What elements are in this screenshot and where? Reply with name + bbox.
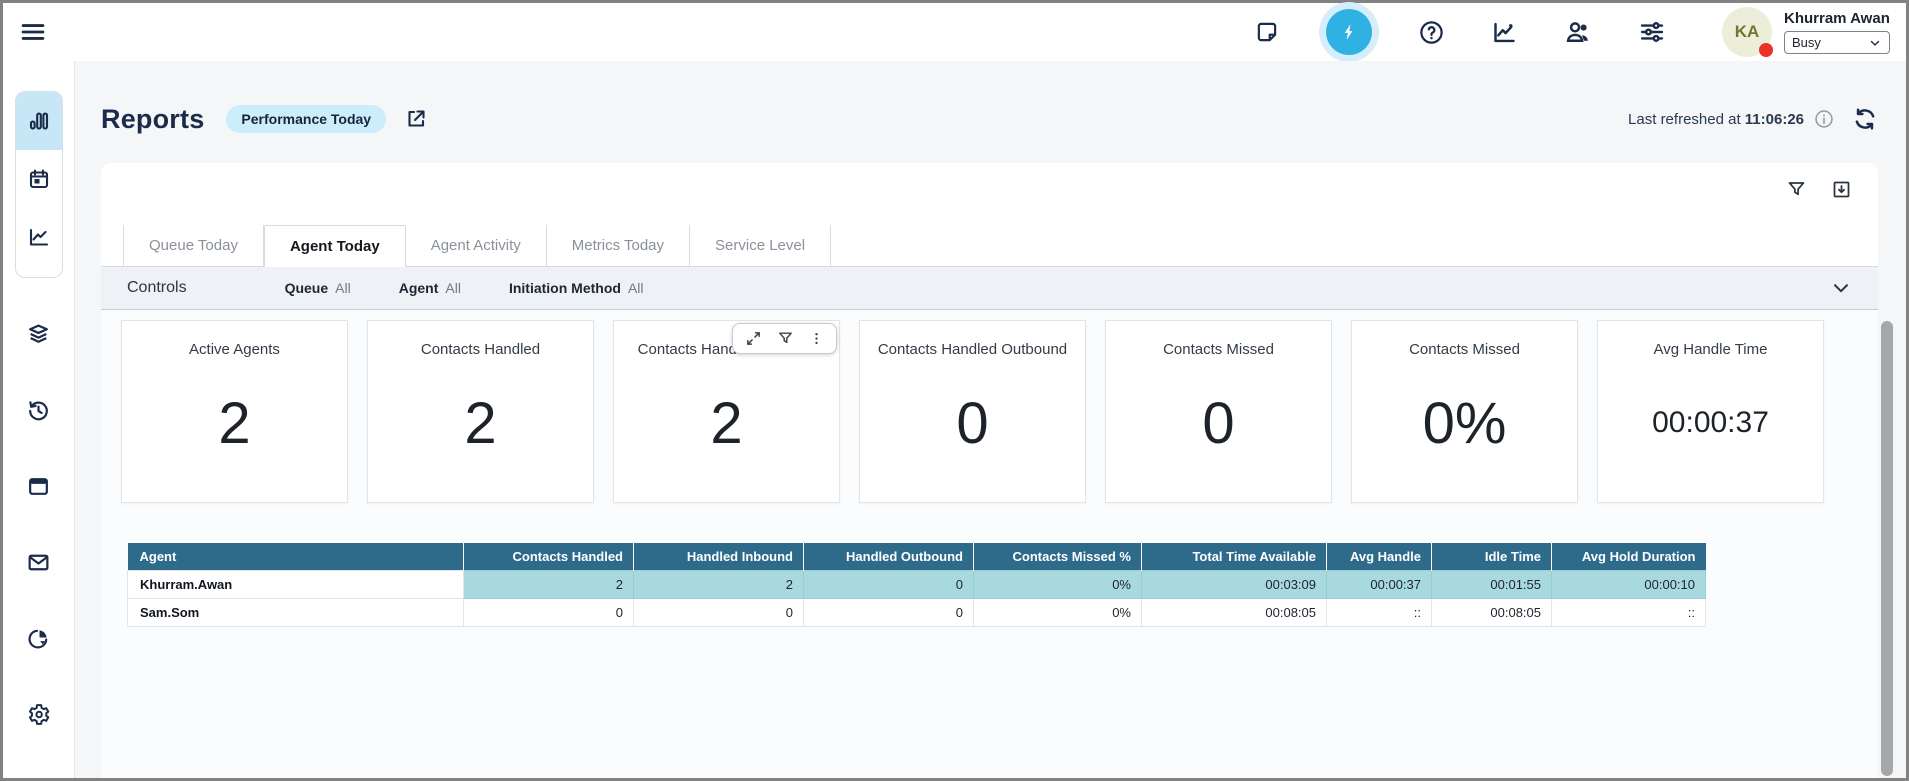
status-select-value: Busy — [1792, 35, 1821, 50]
sidebar-item-history[interactable] — [26, 398, 51, 422]
tab-agent-activity[interactable]: Agent Activity — [406, 225, 547, 266]
sidebar-item-settings[interactable] — [26, 702, 51, 726]
topbar: KA Khurram Awan Busy — [3, 3, 1906, 61]
col-handled-outbound[interactable]: Handled Outbound — [804, 543, 974, 571]
col-avg-hold-duration[interactable]: Avg Hold Duration — [1552, 543, 1706, 571]
kpi-card-contacts-handled[interactable]: Contacts Handled 2 — [367, 320, 594, 503]
vertical-scrollbar[interactable] — [1881, 321, 1893, 776]
main-content: Reports Performance Today Last refreshed… — [75, 61, 1906, 778]
status-dot — [1759, 43, 1773, 57]
table-row[interactable]: Sam.Som 0 0 0 0% 00:08:05 :: 00:08:05 :: — [128, 599, 1706, 627]
line-chart-icon — [27, 225, 51, 249]
sidebar-item-schedule[interactable] — [16, 150, 62, 208]
bar-chart-icon — [27, 109, 51, 133]
last-refreshed-text: Last refreshed at 11:06:26 — [1628, 111, 1804, 128]
agent-name-cell: Sam.Som — [128, 599, 464, 627]
chevron-down-icon — [1868, 36, 1882, 50]
hamburger-menu-icon[interactable] — [19, 18, 47, 46]
help-icon[interactable] — [1418, 19, 1445, 46]
sidebar-item-window[interactable] — [26, 474, 51, 498]
panel-content: Active Agents 2 Contacts Handled 2 Conta… — [101, 310, 1878, 778]
sidebar-item-analytics[interactable] — [16, 208, 62, 266]
avatar-initials: KA — [1735, 22, 1760, 42]
kebab-menu-icon[interactable] — [809, 330, 824, 347]
user-name: Khurram Awan — [1784, 10, 1890, 27]
tab-metrics-today[interactable]: Metrics Today — [547, 225, 690, 266]
sidebar-item-customize[interactable] — [16, 266, 62, 278]
external-link-icon[interactable] — [404, 107, 428, 131]
controls-bar: Controls Queue All Agent All Initiation … — [101, 267, 1878, 310]
kpi-card-contacts-missed-pct[interactable]: Contacts Missed 0% — [1351, 320, 1578, 503]
topbar-actions: KA Khurram Awan Busy — [1254, 7, 1890, 57]
controls-title: Controls — [127, 279, 187, 297]
gear-icon — [26, 702, 51, 727]
card-hover-toolbar — [732, 323, 837, 354]
note-icon[interactable] — [1254, 19, 1280, 45]
table-row[interactable]: Khurram.Awan 2 2 0 0% 00:03:09 00:00:37 … — [128, 571, 1706, 599]
report-panel: Queue Today Agent Today Agent Activity M… — [101, 163, 1878, 778]
sidebar-item-layers[interactable] — [26, 322, 51, 346]
calendar-icon — [27, 167, 51, 191]
tab-service-level[interactable]: Service Level — [690, 225, 831, 266]
kpi-card-contacts-handled-inbound[interactable]: Contacts Handled Inbound 2 — [613, 320, 840, 503]
filter-queue[interactable]: Queue All — [285, 280, 351, 296]
col-total-time-available[interactable]: Total Time Available — [1142, 543, 1327, 571]
col-handled-inbound[interactable]: Handled Inbound — [634, 543, 804, 571]
tab-agent-today[interactable]: Agent Today — [264, 225, 406, 267]
sidebar-item-mail[interactable] — [26, 550, 51, 574]
agent-name-cell: Khurram.Awan — [128, 571, 464, 599]
mail-icon — [26, 550, 51, 575]
kpi-card-contacts-missed[interactable]: Contacts Missed 0 — [1105, 320, 1332, 503]
avatar[interactable]: KA — [1722, 7, 1772, 57]
controls-collapse-chevron-icon[interactable] — [1830, 277, 1852, 299]
bolt-button[interactable] — [1326, 9, 1372, 55]
metrics-icon[interactable] — [1491, 19, 1518, 46]
report-badge[interactable]: Performance Today — [226, 105, 386, 133]
status-select[interactable]: Busy — [1784, 31, 1890, 54]
history-icon — [26, 398, 51, 423]
col-contacts-handled[interactable]: Contacts Handled — [464, 543, 634, 571]
card-filter-icon[interactable] — [777, 330, 794, 347]
page-header: Reports Performance Today Last refreshed… — [101, 97, 1878, 141]
pie-chart-icon — [26, 626, 51, 651]
window-icon — [26, 474, 51, 499]
report-tabs: Queue Today Agent Today Agent Activity M… — [101, 225, 1878, 267]
sidebar-item-reports[interactable] — [16, 92, 62, 150]
filter-initiation-method[interactable]: Initiation Method All — [509, 280, 644, 296]
filter-icon[interactable] — [1786, 179, 1807, 200]
download-icon[interactable] — [1831, 179, 1852, 200]
sidebar-item-pie[interactable] — [26, 626, 51, 650]
refresh-icon[interactable] — [1852, 106, 1878, 132]
kpi-cards: Active Agents 2 Contacts Handled 2 Conta… — [121, 320, 1824, 503]
users-icon[interactable] — [1564, 18, 1592, 46]
kpi-card-contacts-handled-outbound[interactable]: Contacts Handled Outbound 0 — [859, 320, 1086, 503]
sidebar-nav-group — [15, 91, 63, 278]
sidebar — [3, 61, 75, 778]
filter-agent[interactable]: Agent All — [399, 280, 461, 296]
col-contacts-missed-pct[interactable]: Contacts Missed % — [974, 543, 1142, 571]
col-idle-time[interactable]: Idle Time — [1432, 543, 1552, 571]
col-agent[interactable]: Agent — [128, 543, 464, 571]
tab-queue-today[interactable]: Queue Today — [123, 225, 264, 266]
col-avg-handle[interactable]: Avg Handle — [1327, 543, 1432, 571]
agent-table: Agent Contacts Handled Handled Inbound H… — [127, 543, 1706, 627]
info-icon[interactable] — [1814, 109, 1834, 129]
expand-icon[interactable] — [745, 330, 762, 347]
sliders-icon[interactable] — [1638, 18, 1666, 46]
layers-icon — [26, 322, 51, 347]
page-title: Reports — [101, 104, 204, 135]
table-header-row: Agent Contacts Handled Handled Inbound H… — [128, 543, 1706, 571]
user-block: KA Khurram Awan Busy — [1722, 7, 1890, 57]
kpi-card-active-agents[interactable]: Active Agents 2 — [121, 320, 348, 503]
kpi-card-avg-handle-time[interactable]: Avg Handle Time 00:00:37 — [1597, 320, 1824, 503]
last-refreshed-time: 11:06:26 — [1745, 111, 1804, 128]
